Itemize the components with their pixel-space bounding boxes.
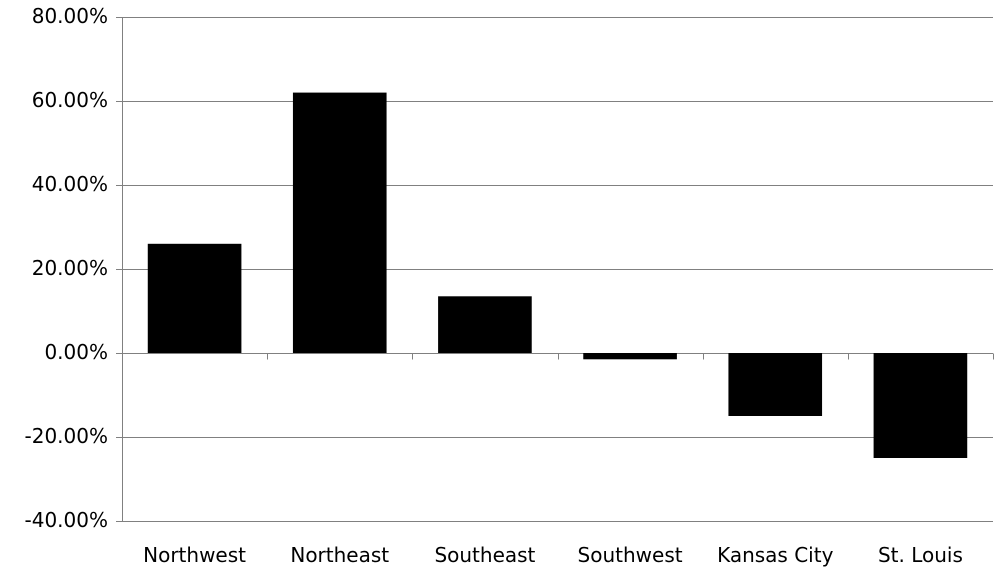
bar-kansas-city [728,353,823,416]
bar-southwest [583,353,677,360]
x-tick-label: Southeast [434,543,535,567]
x-tick-label: St. Louis [878,543,963,567]
y-tick-label: 80.00% [32,4,108,28]
bar-st-louis [873,353,968,458]
x-tick-label: Northeast [290,543,389,567]
y-tick-label: 20.00% [32,256,108,280]
x-tick-label: Northwest [143,543,246,567]
x-tick-label: Southwest [578,543,683,567]
axes [116,17,994,522]
bars [147,92,968,458]
y-tick-label: 60.00% [32,88,108,112]
bar-northeast [292,92,387,353]
x-tick-labels: Northwest Northeast Southeast Southwest Kans… [143,543,963,567]
gridlines [122,17,993,522]
y-tick-labels: -40.00% -20.00% 0.00% 20.00% 40.00% 60.00% 80.… [25,4,108,532]
y-tick-label: 40.00% [32,172,108,196]
bar-northwest [147,243,242,353]
y-tick-label: -20.00% [25,424,108,448]
bar-southeast [438,296,532,353]
y-tick-label: 0.00% [44,340,108,364]
y-tick-label: -40.00% [25,508,108,532]
x-tick-label: Kansas City [717,543,834,567]
